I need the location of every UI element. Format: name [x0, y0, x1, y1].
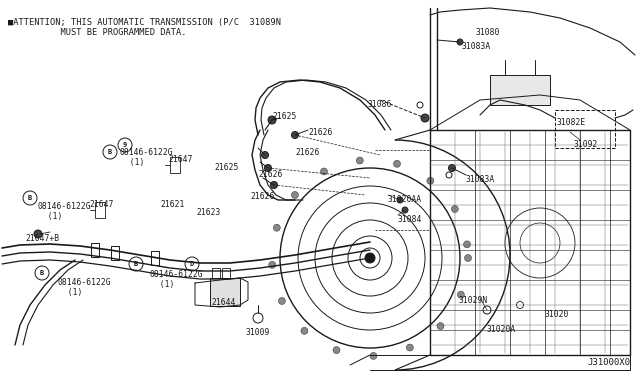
Circle shape [321, 168, 328, 175]
Circle shape [457, 39, 463, 45]
Circle shape [34, 230, 42, 238]
Circle shape [268, 116, 276, 124]
Circle shape [365, 253, 375, 263]
Circle shape [421, 114, 429, 122]
Circle shape [394, 160, 401, 167]
Bar [222, 268, 230, 278]
Circle shape [262, 151, 269, 158]
Text: 21625: 21625 [214, 163, 238, 172]
Circle shape [269, 262, 276, 268]
Circle shape [301, 327, 308, 334]
Circle shape [397, 197, 403, 203]
Bar [490, 75, 550, 105]
Text: B: B [28, 195, 32, 201]
Text: 21647: 21647 [168, 155, 193, 164]
Circle shape [264, 164, 271, 171]
Text: J31000X0: J31000X0 [587, 358, 630, 367]
Text: 31020AA: 31020AA [388, 195, 422, 204]
Text: 31092: 31092 [574, 140, 598, 149]
Circle shape [103, 145, 117, 159]
Bar [212, 268, 220, 278]
Circle shape [370, 352, 377, 359]
Text: 9: 9 [123, 142, 127, 148]
Text: (1): (1) [38, 212, 62, 221]
Circle shape [273, 224, 280, 231]
Text: 21626: 21626 [258, 170, 282, 179]
Circle shape [291, 192, 298, 199]
Text: 21626: 21626 [295, 148, 319, 157]
Bar [91, 243, 99, 257]
Text: (1): (1) [58, 288, 83, 297]
Circle shape [402, 207, 408, 213]
Text: 31080: 31080 [476, 28, 500, 37]
Circle shape [118, 138, 132, 152]
Bar [111, 246, 119, 260]
Circle shape [463, 241, 470, 248]
Text: 21626: 21626 [250, 192, 275, 201]
Text: 21625: 21625 [272, 112, 296, 121]
Text: 08146-6122G: 08146-6122G [38, 202, 92, 211]
Bar [95, 202, 105, 218]
Text: 31082E: 31082E [557, 118, 586, 127]
Circle shape [449, 164, 456, 171]
Text: 21647+B: 21647+B [25, 234, 59, 243]
Text: MUST BE PROGRAMMED DATA.: MUST BE PROGRAMMED DATA. [8, 28, 186, 37]
Circle shape [291, 131, 298, 138]
Circle shape [23, 191, 37, 205]
Bar [555, 110, 615, 148]
Circle shape [278, 298, 285, 304]
Text: 31020: 31020 [545, 310, 570, 319]
Circle shape [333, 347, 340, 354]
Text: ■ATTENTION; THIS AUTOMATIC TRANSMISSION (P/C  31089N: ■ATTENTION; THIS AUTOMATIC TRANSMISSION … [8, 18, 281, 27]
Text: 08146-6122G: 08146-6122G [58, 278, 111, 287]
Circle shape [465, 254, 472, 262]
Text: 08146-6122G: 08146-6122G [150, 270, 204, 279]
Text: B: B [108, 149, 112, 155]
Circle shape [458, 291, 465, 298]
Circle shape [406, 344, 413, 351]
Text: B: B [134, 261, 138, 267]
Bar [151, 251, 159, 265]
Circle shape [35, 266, 49, 280]
Text: 31083A: 31083A [462, 42, 492, 51]
Text: 31020A: 31020A [487, 325, 516, 334]
Text: 31029N: 31029N [459, 296, 488, 305]
Circle shape [356, 157, 364, 164]
Text: 08146-6122G: 08146-6122G [120, 148, 173, 157]
Text: D: D [190, 261, 194, 267]
Circle shape [129, 257, 143, 271]
Circle shape [427, 177, 434, 184]
Circle shape [271, 182, 278, 189]
Text: 21621: 21621 [160, 200, 184, 209]
Circle shape [451, 205, 458, 212]
Text: 21626: 21626 [308, 128, 332, 137]
Bar [210, 278, 240, 306]
Text: B: B [40, 270, 44, 276]
Text: (1): (1) [150, 280, 174, 289]
Text: 21644: 21644 [211, 298, 236, 307]
Text: 21623: 21623 [196, 208, 220, 217]
Circle shape [185, 257, 199, 271]
Bar [170, 157, 180, 173]
Text: 31009: 31009 [246, 328, 270, 337]
Text: 31086: 31086 [368, 100, 392, 109]
Text: 31083A: 31083A [466, 175, 495, 184]
Circle shape [437, 323, 444, 330]
Text: 31084: 31084 [398, 215, 422, 224]
Text: (1): (1) [120, 158, 145, 167]
Text: 21647: 21647 [89, 200, 113, 209]
